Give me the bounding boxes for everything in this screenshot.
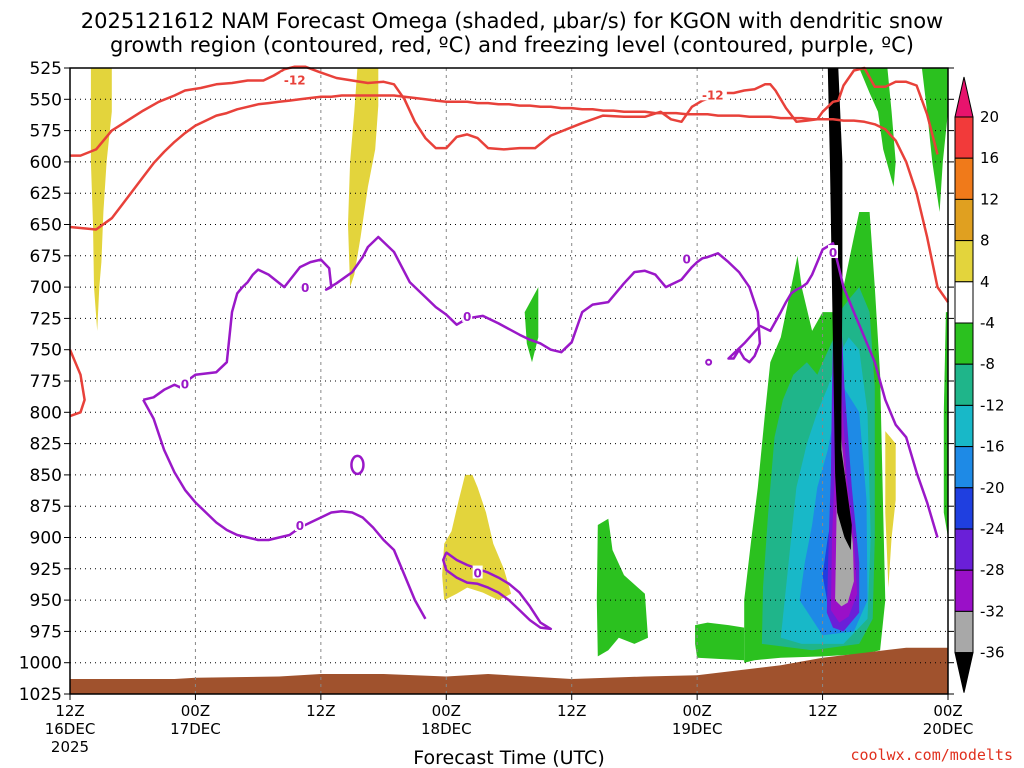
xtick-label-12: 00Z bbox=[181, 702, 210, 720]
colorbar-label-5: -4 bbox=[980, 314, 995, 332]
omega-chart: 2025121612 NAM Forecast Omega (shaded, μ… bbox=[0, 0, 1024, 768]
credit-text[interactable]: coolwx.com/modelts bbox=[850, 746, 1013, 764]
colorbar-label-1: 16 bbox=[980, 149, 999, 167]
colorbar-label-13: -36 bbox=[980, 644, 1005, 662]
xtick-date-36: 18DEC bbox=[421, 720, 472, 738]
colorbar-label-4: 4 bbox=[980, 273, 990, 291]
purple-contour-label-6: 0 bbox=[829, 246, 837, 260]
colorbar-bin-7 bbox=[955, 364, 973, 405]
ytick-label-875: 875 bbox=[30, 497, 62, 517]
purple-contour-label-1: 0 bbox=[181, 378, 189, 392]
omega-region-yellow-strip-right bbox=[885, 431, 895, 587]
colorbar-label-7: -12 bbox=[980, 396, 1005, 414]
ytick-label-925: 925 bbox=[30, 560, 62, 580]
xtick-label-72: 12Z bbox=[808, 702, 837, 720]
contour-red--12C-upper bbox=[70, 67, 938, 156]
ytick-label-900: 900 bbox=[30, 529, 62, 549]
xtick-label-84: 00Z bbox=[933, 702, 962, 720]
colorbar-label-12: -32 bbox=[980, 602, 1005, 620]
purple-contour-label-3: 0 bbox=[463, 310, 471, 324]
colorbar-label-9: -20 bbox=[980, 479, 1005, 497]
colorbar-label-0: 20 bbox=[980, 108, 999, 126]
ytick-label-650: 650 bbox=[30, 216, 62, 236]
contour-purple-loop-2 bbox=[706, 360, 711, 365]
omega-region-green-block-low bbox=[597, 519, 648, 657]
colorbar-bin-1 bbox=[955, 117, 973, 158]
colorbar-bin-3 bbox=[955, 199, 973, 240]
purple-contour-label-4: 0 bbox=[683, 252, 691, 266]
purple-contour-label-0: 0 bbox=[301, 281, 309, 295]
x-axis-label: Forecast Time (UTC) bbox=[413, 747, 604, 768]
contour-purple-0C-lower-branch bbox=[143, 400, 425, 619]
colorbar: 20 16 12 8 4 -4 -8 -12 -16 -20 -24 -28 -32 -36 bbox=[955, 77, 1005, 693]
ytick-label-775: 775 bbox=[30, 372, 62, 392]
colorbar-bin-8 bbox=[955, 405, 973, 446]
purple-contour-label-5: 0 bbox=[473, 567, 481, 581]
ytick-label-725: 725 bbox=[30, 309, 62, 329]
colorbar-bin-2 bbox=[955, 158, 973, 199]
colorbar-bottom-arrow bbox=[955, 653, 973, 693]
xtick-label-48: 12Z bbox=[557, 702, 586, 720]
omega-region-green-patch-low bbox=[695, 623, 744, 661]
xtick-date-0: 16DEC bbox=[45, 720, 96, 738]
purple-contour-label-2: 0 bbox=[296, 519, 304, 533]
red-contour-label-0: -12 bbox=[284, 73, 306, 87]
xtick-label-0: 12Z bbox=[55, 702, 84, 720]
chart-title-line1: 2025121612 NAM Forecast Omega (shaded, μ… bbox=[81, 9, 943, 33]
colorbar-bin-5 bbox=[955, 282, 973, 323]
contour-red--12C-lower bbox=[70, 96, 948, 303]
xtick-date-12: 17DEC bbox=[170, 720, 221, 738]
ytick-label-575: 575 bbox=[30, 122, 62, 142]
chart-title-line2: growth region (contoured, red, ºC) and f… bbox=[110, 33, 914, 57]
ytick-label-1000: 1000 bbox=[19, 654, 62, 674]
colorbar-label-8: -16 bbox=[980, 438, 1005, 456]
ytick-label-975: 975 bbox=[30, 622, 62, 642]
xtick-date-84: 20DEC bbox=[923, 720, 974, 738]
colorbar-bin-9 bbox=[955, 447, 973, 488]
colorbar-label-10: -24 bbox=[980, 520, 1005, 538]
ytick-label-800: 800 bbox=[30, 403, 62, 423]
xtick-label-24: 12Z bbox=[306, 702, 335, 720]
colorbar-top-arrow bbox=[955, 77, 973, 117]
xtick-year-0: 2025 bbox=[51, 738, 89, 756]
colorbar-bin-13 bbox=[955, 611, 973, 652]
contour-purple-loop-1 bbox=[351, 456, 363, 474]
ytick-label-625: 625 bbox=[30, 184, 62, 204]
colorbar-label-2: 12 bbox=[980, 190, 999, 208]
colorbar-label-3: 8 bbox=[980, 232, 990, 250]
colorbar-bin-11 bbox=[955, 529, 973, 570]
xtick-label-60: 00Z bbox=[682, 702, 711, 720]
omega-region-yellow-strip-left bbox=[91, 68, 112, 331]
red-contour-label-1: -12 bbox=[702, 88, 724, 102]
ytick-label-550: 550 bbox=[30, 90, 62, 110]
xtick-date-60: 19DEC bbox=[672, 720, 723, 738]
ytick-label-750: 750 bbox=[30, 341, 62, 361]
ytick-label-825: 825 bbox=[30, 435, 62, 455]
colorbar-bin-10 bbox=[955, 488, 973, 529]
ytick-label-525: 525 bbox=[30, 59, 62, 79]
colorbar-bin-6 bbox=[955, 323, 973, 364]
contour-red--12C-left-edge bbox=[70, 350, 85, 416]
omega-region-green-patch-mid bbox=[525, 287, 539, 362]
ytick-label-600: 600 bbox=[30, 153, 62, 173]
ytick-label-675: 675 bbox=[30, 247, 62, 267]
ytick-label-850: 850 bbox=[30, 466, 62, 486]
ytick-label-950: 950 bbox=[30, 591, 62, 611]
colorbar-label-11: -28 bbox=[980, 561, 1005, 579]
xtick-label-36: 00Z bbox=[432, 702, 461, 720]
omega-shading bbox=[91, 68, 948, 663]
colorbar-label-6: -8 bbox=[980, 355, 995, 373]
colorbar-bin-4 bbox=[955, 241, 973, 282]
ytick-label-700: 700 bbox=[30, 278, 62, 298]
colorbar-bin-12 bbox=[955, 570, 973, 611]
